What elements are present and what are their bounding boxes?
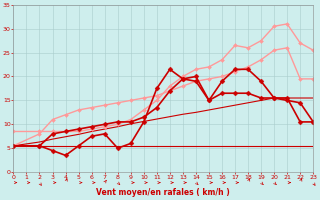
X-axis label: Vent moyen/en rafales ( km/h ): Vent moyen/en rafales ( km/h ) xyxy=(96,188,230,197)
